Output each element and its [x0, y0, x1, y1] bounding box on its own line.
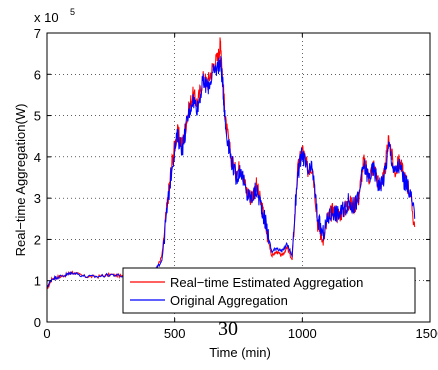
y-tick-label-2: 2	[34, 232, 41, 247]
y-tick-label-3: 3	[34, 191, 41, 206]
x-tick-label-0: 0	[43, 326, 50, 341]
y-axis-label: Real−time Aggregation(W)	[13, 104, 28, 257]
legend: Real−time Estimated Aggregation Original…	[122, 267, 416, 314]
y-tick-label-7: 7	[34, 26, 41, 41]
x-axis-label: Time (min)	[209, 345, 271, 360]
y-tick-label-0: 0	[34, 315, 41, 330]
page-number: 30	[218, 318, 238, 340]
legend-label-estimated: Real−time Estimated Aggregation	[170, 275, 363, 290]
y-tick-label-4: 4	[34, 150, 41, 165]
legend-box	[122, 267, 416, 314]
y-multiplier-exponent: 5	[70, 7, 75, 17]
x-tick-label-1: 500	[164, 326, 186, 341]
plot-frame	[46, 32, 431, 323]
y-tick-label-5: 5	[34, 109, 41, 124]
x-tick-label-2: 1000	[288, 326, 317, 341]
y-tick-label-1: 1	[34, 274, 41, 289]
legend-label-original: Original Aggregation	[170, 293, 288, 308]
y-multiplier-label: x 10	[34, 10, 59, 25]
y-tick-label-6: 6	[34, 67, 41, 82]
